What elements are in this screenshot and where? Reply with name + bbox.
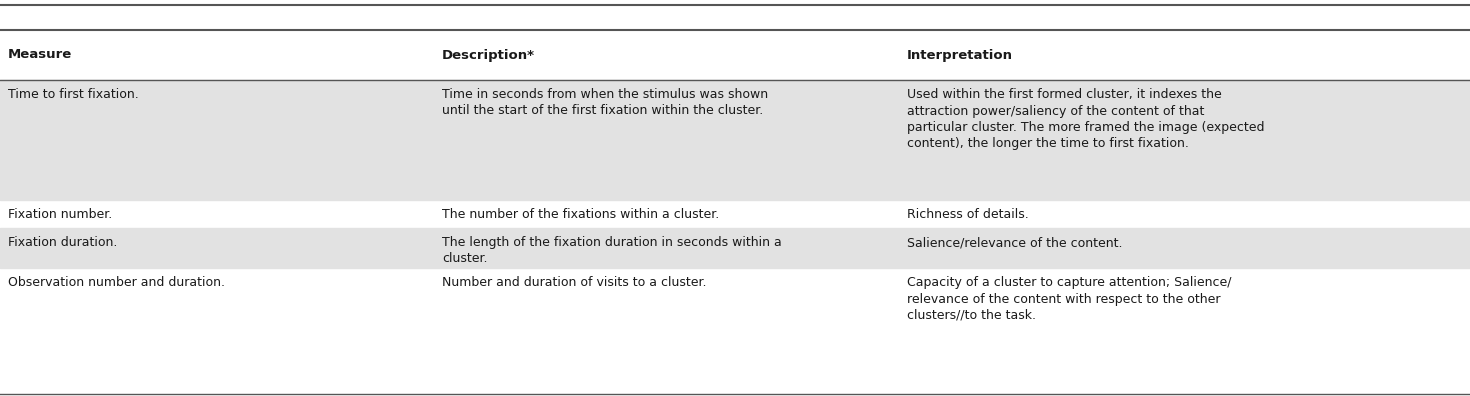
- Text: Measure: Measure: [7, 48, 72, 61]
- Text: particular cluster. The more framed the image (expected: particular cluster. The more framed the …: [907, 121, 1264, 134]
- Text: attraction power/saliency of the content of that: attraction power/saliency of the content…: [907, 105, 1204, 118]
- Text: relevance of the content with respect to the other: relevance of the content with respect to…: [907, 293, 1220, 305]
- Text: content), the longer the time to first fixation.: content), the longer the time to first f…: [907, 137, 1189, 150]
- Text: Fixation number.: Fixation number.: [7, 208, 112, 221]
- Text: Fixation duration.: Fixation duration.: [7, 236, 118, 249]
- Text: clusters//to the task.: clusters//to the task.: [907, 309, 1036, 322]
- Text: Observation number and duration.: Observation number and duration.: [7, 276, 225, 289]
- Text: Time in seconds from when the stimulus was shown: Time in seconds from when the stimulus w…: [442, 88, 769, 101]
- Text: until the start of the first fixation within the cluster.: until the start of the first fixation wi…: [442, 105, 763, 118]
- Text: Time to first fixation.: Time to first fixation.: [7, 88, 138, 101]
- Text: Capacity of a cluster to capture attention; Salience/: Capacity of a cluster to capture attenti…: [907, 276, 1232, 289]
- Text: Richness of details.: Richness of details.: [907, 208, 1029, 221]
- Text: Interpretation: Interpretation: [907, 48, 1013, 61]
- Text: The length of the fixation duration in seconds within a: The length of the fixation duration in s…: [442, 236, 782, 249]
- Text: cluster.: cluster.: [442, 253, 488, 265]
- Text: Number and duration of visits to a cluster.: Number and duration of visits to a clust…: [442, 276, 707, 289]
- Text: Description*: Description*: [442, 48, 535, 61]
- Text: Used within the first formed cluster, it indexes the: Used within the first formed cluster, it…: [907, 88, 1222, 101]
- Text: Salience/relevance of the content.: Salience/relevance of the content.: [907, 236, 1123, 249]
- Text: The number of the fixations within a cluster.: The number of the fixations within a clu…: [442, 208, 719, 221]
- Bar: [0, 80, 1470, 200]
- Bar: [0, 228, 1470, 268]
